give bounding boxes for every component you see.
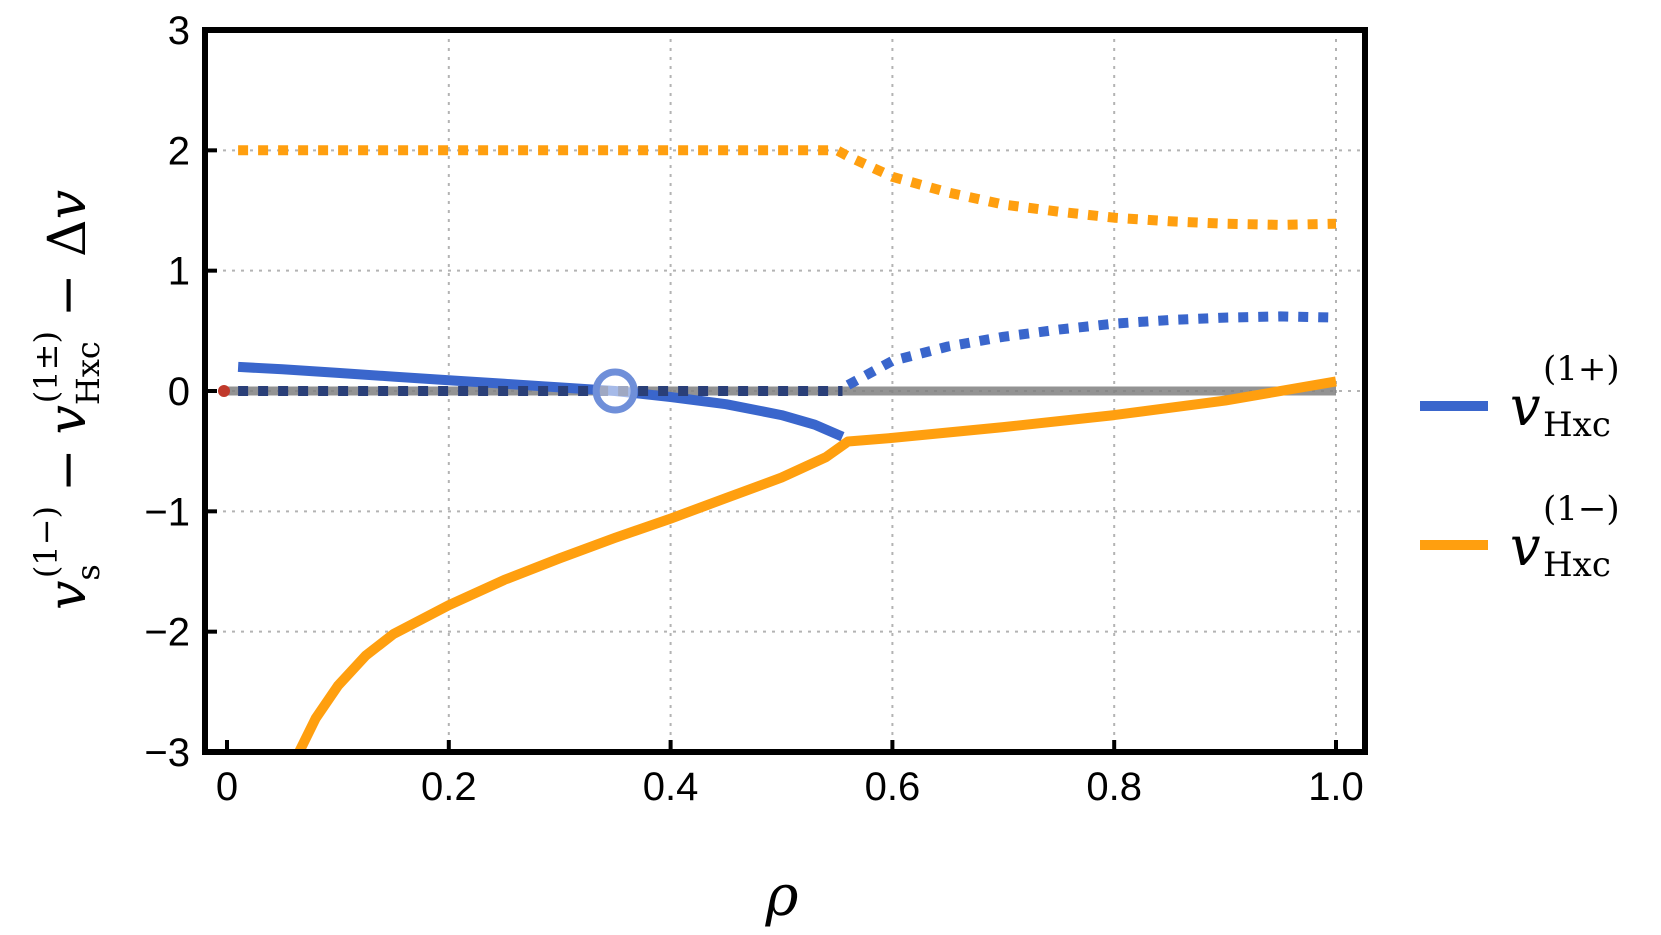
legend: v Hxc (1+) v Hxc (1−) xyxy=(1420,349,1620,585)
legend-item-1minus: v Hxc (1−) xyxy=(1420,489,1620,585)
x-axis-label: ρ xyxy=(765,864,799,929)
y-tick-label: −1 xyxy=(144,490,190,534)
y-label-v2: v xyxy=(38,405,98,434)
svg-text:vs(1−)−vHxc(1±)− Δv: vs(1−)−vHxc(1±)− Δv xyxy=(27,190,107,610)
x-tick-label: 0.6 xyxy=(865,765,921,809)
legend-symbol-1plus: v xyxy=(1510,375,1541,438)
marker-open-circle xyxy=(592,368,638,414)
y-label-minus1: − xyxy=(38,448,98,492)
legend-symbol-1minus: v xyxy=(1510,515,1541,578)
y-label-sub-hxc: Hxc xyxy=(69,341,107,405)
legend-sub-1plus: Hxc xyxy=(1543,405,1611,445)
legend-item-1plus: v Hxc (1+) xyxy=(1420,349,1620,445)
series-line-v_Hxc^(1−)-solid xyxy=(294,376,1337,755)
y-tick-label: 3 xyxy=(168,9,190,53)
series-line-v_Hxc^(1−)-dotted xyxy=(238,145,1337,230)
marker-dot xyxy=(218,385,230,397)
y-label-sup-hxc: (1±) xyxy=(27,331,65,403)
y-tick-label: 0 xyxy=(168,370,190,414)
y-label-v1: v xyxy=(38,581,98,610)
y-axis-label: vs(1−)−vHxc(1±)− Δv xyxy=(27,190,107,610)
series-group xyxy=(227,145,1337,755)
y-label-v3: v xyxy=(38,190,98,219)
x-tick-label: 0.4 xyxy=(643,765,699,809)
axis-ticks: 0 0.2 0.4 0.6 0.8 1.0 −3 −2 −1 0 1 2 3 xyxy=(144,9,1363,809)
markers-group xyxy=(218,368,638,414)
y-tick-label: 2 xyxy=(168,129,190,173)
series-line-v_Hxc^(1+)-dotted xyxy=(845,311,1337,390)
y-tick-label: −3 xyxy=(144,731,190,775)
legend-sub-1minus: Hxc xyxy=(1543,545,1611,585)
x-tick-label: 0 xyxy=(216,765,238,809)
y-tick-label: 1 xyxy=(168,250,190,294)
legend-sup-1minus: (1−) xyxy=(1543,489,1620,529)
legend-sup-1plus: (1+) xyxy=(1543,349,1620,389)
x-tick-label: 0.8 xyxy=(1086,765,1142,809)
x-tick-label: 0.2 xyxy=(421,765,477,809)
y-label-minus-delta: − Δ xyxy=(38,219,98,317)
y-label-sup-s: (1−) xyxy=(27,506,65,578)
y-label-sub-s: s xyxy=(69,564,107,580)
series-line-v_Hxc^(1+)-solid xyxy=(237,361,845,442)
y-tick-label: −2 xyxy=(144,611,190,655)
x-tick-label: 1.0 xyxy=(1308,765,1364,809)
